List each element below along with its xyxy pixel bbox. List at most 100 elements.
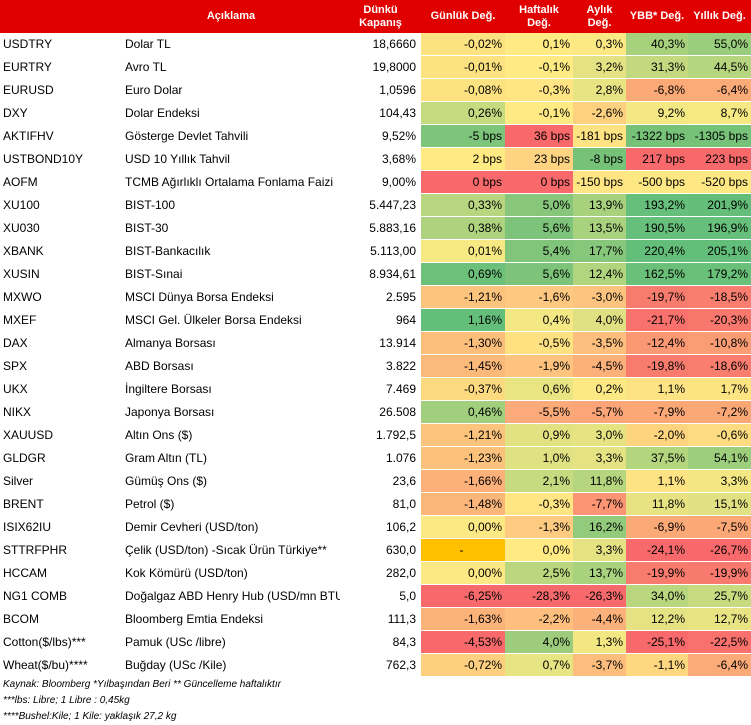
row-close: 5,0 bbox=[340, 584, 421, 608]
table-row: MXWO MSCI Dünya Borsa Endeksi 2.595 -1,21% -… bbox=[0, 285, 751, 309]
row-monthly-change: 16,2% bbox=[573, 515, 626, 539]
row-monthly-change: -3,5% bbox=[573, 331, 626, 355]
row-weekly-change: 2,5% bbox=[505, 561, 573, 585]
row-monthly-change: -3,7% bbox=[573, 653, 626, 677]
row-description: Doğalgaz ABD Henry Hub (USD/mn BTU) bbox=[122, 584, 340, 608]
row-weekly-change: -0,5% bbox=[505, 331, 573, 355]
row-monthly-change: 2,8% bbox=[573, 78, 626, 102]
row-daily-change: 0,01% bbox=[421, 239, 505, 263]
row-ytd-change: -19,7% bbox=[626, 285, 688, 309]
row-weekly-change: 4,0% bbox=[505, 630, 573, 654]
table-row: BRENT Petrol ($) 81,0 -1,48% -0,3% -7,7% 11,8%… bbox=[0, 492, 751, 516]
row-close: 5.113,00 bbox=[340, 239, 421, 263]
row-weekly-change: 0,7% bbox=[505, 653, 573, 677]
row-ytd-change: 37,5% bbox=[626, 446, 688, 470]
row-code: HCCAM bbox=[0, 561, 122, 585]
row-ytd-change: 40,3% bbox=[626, 33, 688, 56]
row-close: 111,3 bbox=[340, 607, 421, 631]
row-description: Pamuk (USc /libre) bbox=[122, 630, 340, 654]
table-row: ISIX62IU Demir Cevheri (USD/ton) 106,2 0,00… bbox=[0, 515, 751, 539]
row-monthly-change: 17,7% bbox=[573, 239, 626, 263]
row-ytd-change: -25,1% bbox=[626, 630, 688, 654]
row-description: BIST-100 bbox=[122, 193, 340, 217]
row-weekly-change: 36 bps bbox=[505, 124, 573, 148]
row-close: 1,0596 bbox=[340, 78, 421, 102]
table-row: DAX Almanya Borsası 13.914 -1,30% -0,5% -3,5%… bbox=[0, 331, 751, 355]
row-daily-change: -1,66% bbox=[421, 469, 505, 493]
row-close: 26.508 bbox=[340, 400, 421, 424]
row-monthly-change: 1,3% bbox=[573, 630, 626, 654]
row-daily-change: -1,63% bbox=[421, 607, 505, 631]
row-weekly-change: 0,4% bbox=[505, 308, 573, 332]
row-code: Silver bbox=[0, 469, 122, 493]
row-close: 104,43 bbox=[340, 101, 421, 125]
row-ytd-change: -2,0% bbox=[626, 423, 688, 447]
row-description: ABD Borsası bbox=[122, 354, 340, 378]
row-yearly-change: -7,2% bbox=[688, 400, 751, 424]
row-description: Kok Kömürü (USD/ton) bbox=[122, 561, 340, 585]
row-code: DXY bbox=[0, 101, 122, 125]
row-code: XU030 bbox=[0, 216, 122, 240]
row-daily-change: -1,48% bbox=[421, 492, 505, 516]
table-row: NIKX Japonya Borsası 26.508 0,46% -5,5% -5,7%… bbox=[0, 400, 751, 424]
row-yearly-change: -18,6% bbox=[688, 354, 751, 378]
row-monthly-change: -150 bps bbox=[573, 170, 626, 194]
row-weekly-change: 5,6% bbox=[505, 262, 573, 286]
footnote-bushel: ****Bushel:Kile; 1 Kile: yaklaşık 27,2 k… bbox=[3, 711, 177, 722]
row-weekly-change: 0 bps bbox=[505, 170, 573, 194]
row-yearly-change: -520 bps bbox=[688, 170, 751, 194]
row-daily-change: 0,00% bbox=[421, 515, 505, 539]
row-monthly-change: 4,0% bbox=[573, 308, 626, 332]
row-description: Buğday (USc /Kile) bbox=[122, 653, 340, 677]
table-row: Wheat($/bu)**** Buğday (USc /Kile) 762,3 -0… bbox=[0, 653, 751, 677]
row-monthly-change: 11,8% bbox=[573, 469, 626, 493]
row-monthly-change: -7,7% bbox=[573, 492, 626, 516]
row-ytd-change: 9,2% bbox=[626, 101, 688, 125]
row-close: 8.934,61 bbox=[340, 262, 421, 286]
row-close: 84,3 bbox=[340, 630, 421, 654]
row-daily-change: 0,00% bbox=[421, 561, 505, 585]
row-ytd-change: -21,7% bbox=[626, 308, 688, 332]
row-description: Demir Cevheri (USD/ton) bbox=[122, 515, 340, 539]
row-yearly-change: -0,6% bbox=[688, 423, 751, 447]
row-close: 3.822 bbox=[340, 354, 421, 378]
row-description: Çelik (USD/ton) -Sıcak Ürün Türkiye** bbox=[122, 538, 340, 562]
row-daily-change: 0,46% bbox=[421, 400, 505, 424]
row-yearly-change: 205,1% bbox=[688, 239, 751, 263]
market-data-table: Açıklama Dünkü Kapanış Günlük Değ. Hafta… bbox=[0, 0, 751, 677]
row-monthly-change: 3,2% bbox=[573, 55, 626, 79]
row-weekly-change: 2,1% bbox=[505, 469, 573, 493]
row-daily-change: -1,30% bbox=[421, 331, 505, 355]
row-description: Euro Dolar bbox=[122, 78, 340, 102]
row-daily-change: -0,72% bbox=[421, 653, 505, 677]
row-ytd-change: 193,2% bbox=[626, 193, 688, 217]
row-yearly-change: 25,7% bbox=[688, 584, 751, 608]
row-description: Petrol ($) bbox=[122, 492, 340, 516]
row-ytd-change: 31,3% bbox=[626, 55, 688, 79]
row-close: 630,0 bbox=[340, 538, 421, 562]
row-code: STTRFPHR bbox=[0, 538, 122, 562]
table-row: USDTRY Dolar TL 18,6660 -0,02% 0,1% 0,3% 40,3%… bbox=[0, 33, 751, 56]
row-close: 964 bbox=[340, 308, 421, 332]
row-weekly-change: 0,1% bbox=[505, 33, 573, 56]
row-ytd-change: 1,1% bbox=[626, 469, 688, 493]
row-close: 106,2 bbox=[340, 515, 421, 539]
row-code: XBANK bbox=[0, 239, 122, 263]
row-code: EURUSD bbox=[0, 78, 122, 102]
row-ytd-change: 1,1% bbox=[626, 377, 688, 401]
table-header-row: Açıklama Dünkü Kapanış Günlük Değ. Hafta… bbox=[0, 0, 751, 33]
row-weekly-change: -0,1% bbox=[505, 101, 573, 125]
table-row: Cotton($/lbs)*** Pamuk (USc /libre) 84,3 -4… bbox=[0, 630, 751, 654]
row-ytd-change: -7,9% bbox=[626, 400, 688, 424]
row-yearly-change: -1305 bps bbox=[688, 124, 751, 148]
row-weekly-change: -2,2% bbox=[505, 607, 573, 631]
row-yearly-change: -19,9% bbox=[688, 561, 751, 585]
row-description: Avro TL bbox=[122, 55, 340, 79]
row-close: 5.883,16 bbox=[340, 216, 421, 240]
table-row: HCCAM Kok Kömürü (USD/ton) 282,0 0,00% 2,5% 1… bbox=[0, 561, 751, 585]
row-yearly-change: 55,0% bbox=[688, 33, 751, 56]
row-monthly-change: 13,7% bbox=[573, 561, 626, 585]
footnotes: Kaynak: Bloomberg *Yılbaşından Beri ** G… bbox=[0, 677, 751, 725]
row-close: 18,6660 bbox=[340, 33, 421, 56]
row-daily-change: 0,26% bbox=[421, 101, 505, 125]
